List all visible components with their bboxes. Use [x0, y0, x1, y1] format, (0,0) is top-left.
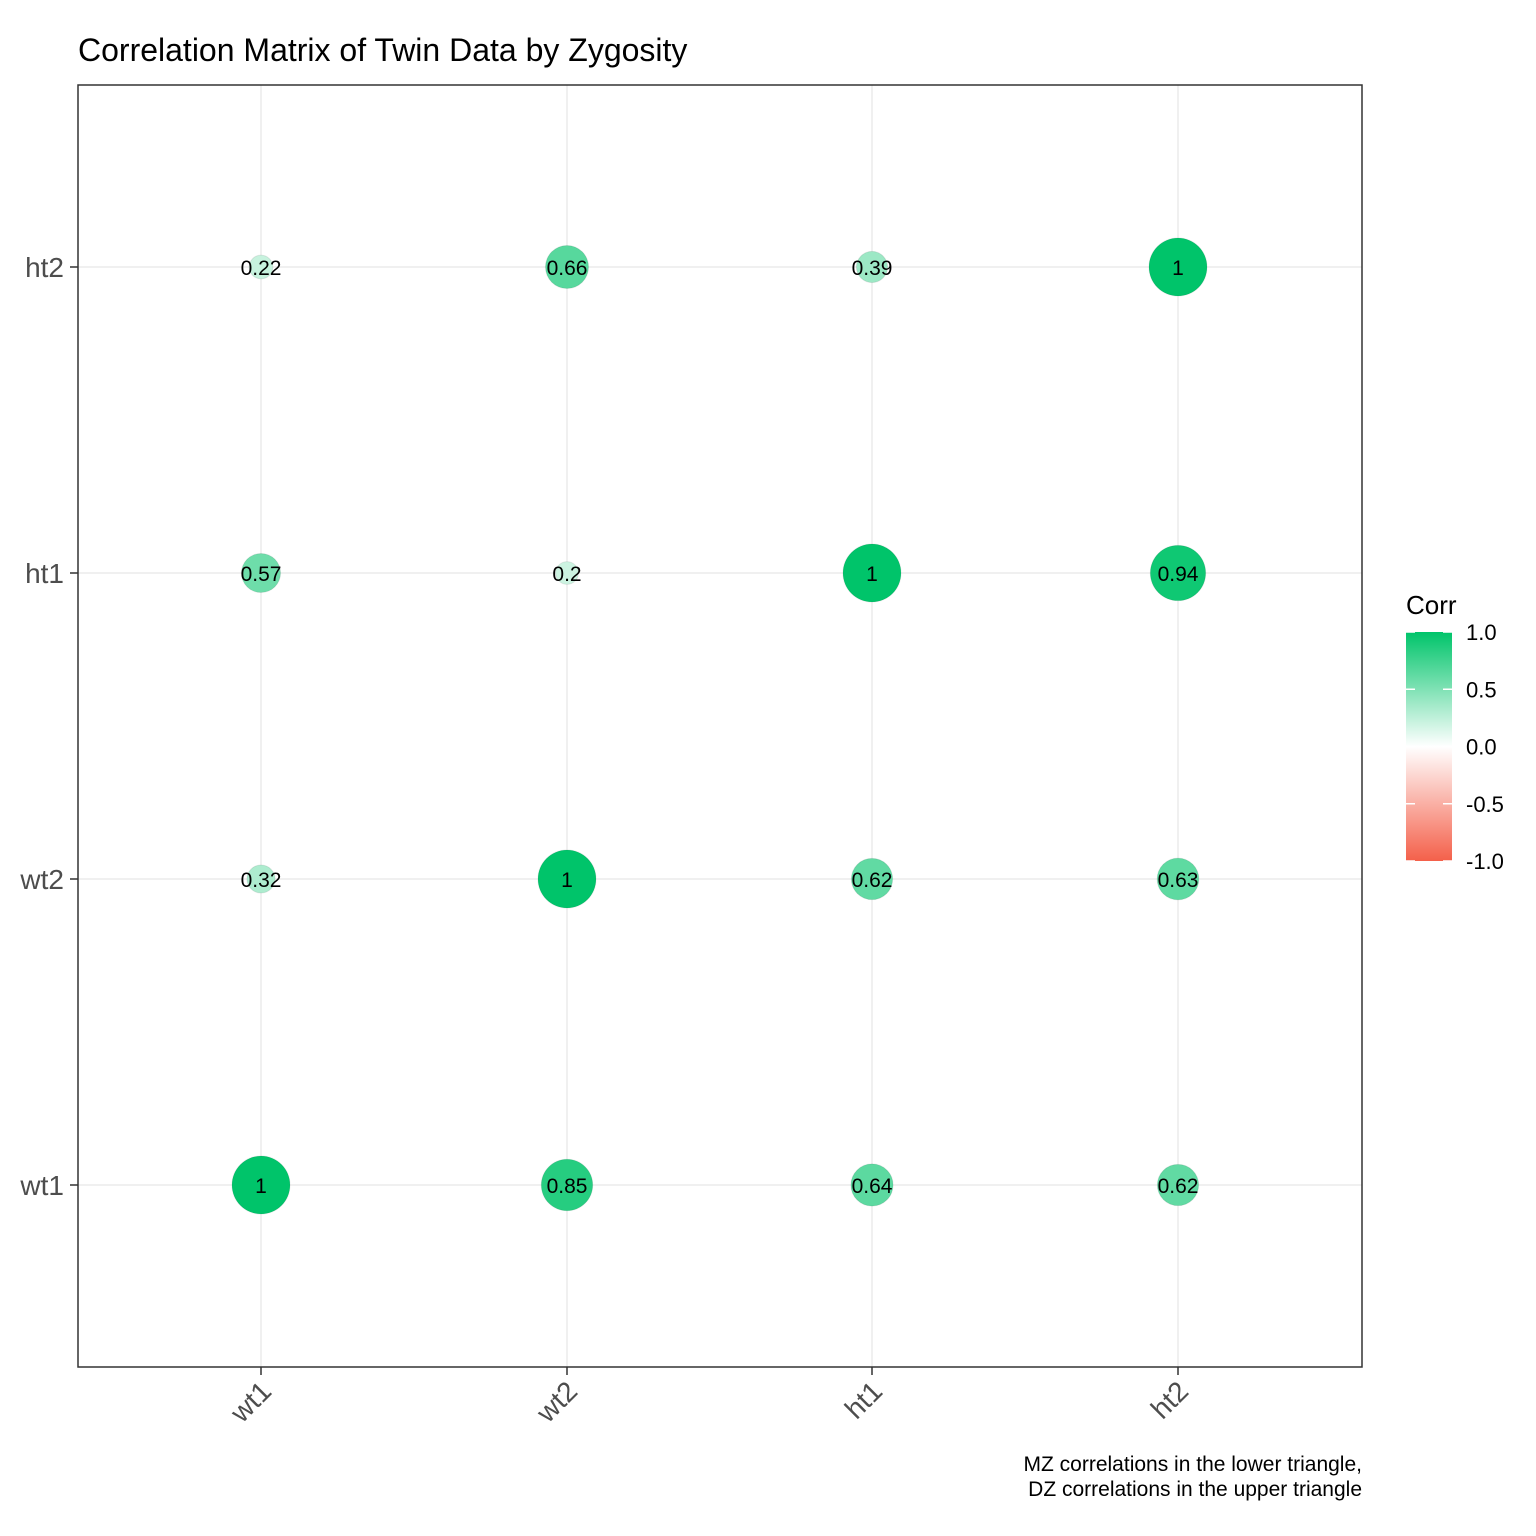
- corr-point: [1156, 857, 1200, 901]
- chart-title: Correlation Matrix of Twin Data by Zygos…: [78, 32, 687, 68]
- corr-label: 0.64: [852, 1175, 893, 1198]
- x-tick-label-wt2: wt2: [530, 1375, 583, 1428]
- legend-tick-label: 0.0: [1466, 735, 1497, 760]
- corr-point: [842, 543, 902, 603]
- y-tick-label-wt2: wt2: [19, 864, 64, 895]
- legend-tick-label: -1.0: [1466, 849, 1504, 874]
- corr-label: 1: [1172, 257, 1184, 280]
- corr-label: 0.32: [241, 869, 282, 892]
- cell-wt2-wt2: 1: [537, 849, 597, 909]
- cell-ht2-wt1: 0.62: [1156, 1163, 1200, 1207]
- x-tick-label-ht1: ht1: [839, 1375, 888, 1424]
- corr-point: [555, 561, 579, 585]
- corr-point: [1148, 237, 1208, 297]
- legend-tick-label: -0.5: [1466, 792, 1504, 817]
- corr-point: [248, 254, 274, 280]
- correlation-points: 1 0.85 0.64 0.62 0.32 1 0.62 0.63 0.57 0.2 1 0.94 0.…: [231, 237, 1208, 1215]
- cell-wt2-ht1: 0.2: [552, 561, 582, 586]
- cell-ht1-ht1: 1: [842, 543, 902, 603]
- corr-label: 0.39: [852, 257, 893, 280]
- cell-ht2-wt2: 0.63: [1156, 857, 1200, 901]
- cell-wt1-wt1: 1: [231, 1155, 291, 1215]
- x-tick-label-wt1: wt1: [224, 1375, 277, 1428]
- cell-wt2-wt1: 0.85: [540, 1158, 594, 1212]
- corr-label: 0.94: [1158, 563, 1199, 586]
- corr-label: 0.57: [241, 563, 282, 586]
- legend-title: Corr: [1406, 590, 1457, 620]
- corr-label: 1: [866, 563, 878, 586]
- legend: Corr 1.0 0.5 0.0 -0.5 -1.0: [1406, 590, 1504, 874]
- corr-point: [855, 250, 889, 284]
- cell-wt2-ht2: 0.66: [544, 244, 590, 290]
- corr-label: 0.63: [1158, 869, 1199, 892]
- y-tick-label-ht2: ht2: [25, 252, 64, 283]
- corr-point: [537, 849, 597, 909]
- x-tick-label-ht2: ht2: [1145, 1375, 1194, 1424]
- cell-ht1-wt1: 0.64: [850, 1163, 894, 1207]
- cell-wt1-wt2: 0.32: [241, 864, 282, 894]
- corr-point: [850, 857, 894, 901]
- caption-line-1: MZ correlations in the lower triangle,: [1024, 1453, 1362, 1476]
- corr-label: 0.62: [852, 869, 893, 892]
- cell-ht1-wt2: 0.62: [850, 857, 894, 901]
- corr-label: 0.66: [547, 257, 588, 280]
- corr-label: 0.2: [552, 563, 581, 586]
- corr-point: [231, 1155, 291, 1215]
- legend-tick-label: 1.0: [1466, 620, 1497, 645]
- corr-label: 0.22: [241, 257, 282, 280]
- corr-point: [240, 552, 282, 594]
- cell-ht2-ht1: 0.94: [1149, 544, 1207, 602]
- corr-label: 0.85: [547, 1175, 588, 1198]
- corr-label: 1: [561, 869, 573, 892]
- cell-ht1-ht2: 0.39: [852, 250, 893, 284]
- caption-line-2: DZ correlations in the upper triangle: [1028, 1478, 1362, 1501]
- y-tick-label-ht1: ht1: [25, 558, 64, 589]
- legend-ticks: 1.0 0.5 0.0 -0.5 -1.0: [1406, 620, 1504, 874]
- corr-point: [540, 1158, 594, 1212]
- corr-point: [544, 244, 590, 290]
- grid-lines: [78, 85, 1362, 1367]
- cell-ht2-ht2: 1: [1148, 237, 1208, 297]
- corr-label: 0.62: [1158, 1175, 1199, 1198]
- corr-point: [1156, 1163, 1200, 1207]
- cell-wt1-ht1: 0.57: [240, 552, 282, 594]
- corr-point: [246, 864, 276, 894]
- plot-border: [77, 84, 1363, 1368]
- legend-tick-label: 0.5: [1466, 677, 1497, 702]
- plot-background: [78, 85, 1362, 1367]
- corr-label: 1: [255, 1175, 267, 1198]
- cell-wt1-ht2: 0.22: [241, 254, 282, 280]
- corr-point: [1149, 544, 1207, 602]
- corr-point: [850, 1163, 894, 1207]
- y-tick-label-wt1: wt1: [19, 1170, 64, 1201]
